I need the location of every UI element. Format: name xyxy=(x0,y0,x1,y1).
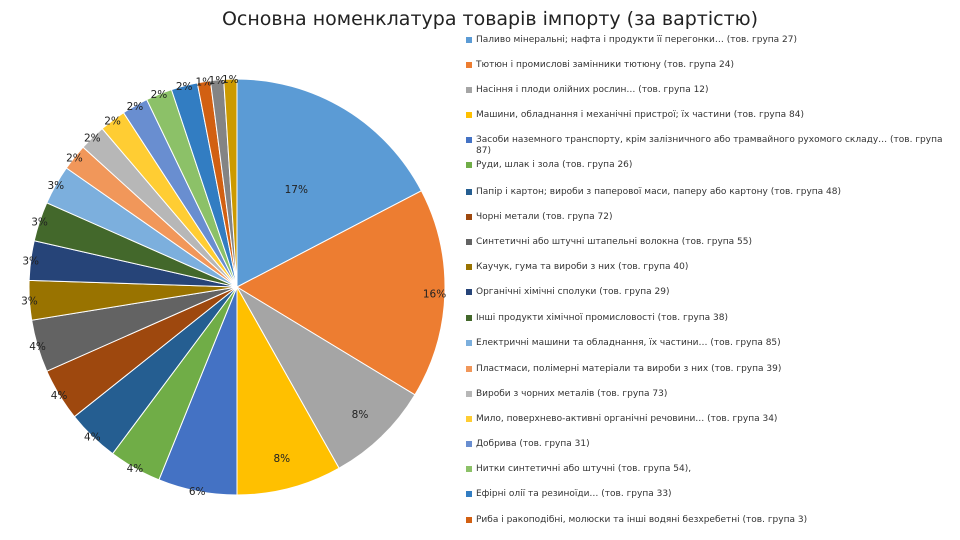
legend-item: Риба і ракоподібні, молюски та інші водя… xyxy=(466,515,952,526)
legend-swatch xyxy=(466,37,472,43)
slice-data-label: 2% xyxy=(127,101,144,113)
slice-data-label: 2% xyxy=(66,152,83,164)
legend-item: Засоби наземного транспорту, крім залізн… xyxy=(466,135,952,157)
legend-swatch xyxy=(466,189,472,195)
legend-label: Риба і ракоподібні, молюски та інші водя… xyxy=(476,515,808,525)
legend-label: Нитки синтетичні або штучні (тов. група … xyxy=(476,464,692,474)
slice-data-label: 3% xyxy=(22,255,39,267)
legend-swatch xyxy=(466,87,472,93)
legend-label: Тютюн і промислові замінники тютюну (тов… xyxy=(476,60,734,70)
legend-label: Засоби наземного транспорту, крім залізн… xyxy=(476,135,943,156)
slice-data-label: 2% xyxy=(151,89,168,101)
legend-swatch xyxy=(466,517,472,523)
slice-data-label: 2% xyxy=(104,115,121,127)
pie-slice xyxy=(223,78,238,288)
chart-title: Основна номенклатура товарів імпорту (за… xyxy=(221,8,759,30)
legend-label: Пластмаси, полімерні матеріали та вироби… xyxy=(476,364,782,374)
slice-data-label: 4% xyxy=(51,390,68,402)
legend-swatch xyxy=(466,391,472,397)
slice-data-label: 1% xyxy=(209,75,226,87)
legend-label: Чорні метали (тов. група 72) xyxy=(476,212,613,222)
slice-data-label: 2% xyxy=(176,81,193,93)
legend-swatch xyxy=(466,416,472,422)
slice-data-label: 8% xyxy=(352,409,369,421)
legend-label: Папір і картон; вироби з паперової маси,… xyxy=(476,187,842,197)
legend-item: Машини, обладнання і механічні пристрої;… xyxy=(466,110,952,121)
legend-item: Інші продукти хімічної промисловості (то… xyxy=(466,313,952,324)
chart-legend: Паливо мінеральні; нафта і продукти її п… xyxy=(466,0,956,540)
slice-data-label: 4% xyxy=(29,341,46,353)
slice-data-label: 4% xyxy=(84,431,101,443)
legend-label: Машини, обладнання і механічні пристрої;… xyxy=(476,110,804,120)
legend-item: Добрива (тов. група 31) xyxy=(466,439,952,450)
legend-swatch xyxy=(466,62,472,68)
pie-slice xyxy=(236,78,423,288)
slice-data-label: 6% xyxy=(189,486,206,498)
legend-swatch xyxy=(466,441,472,447)
legend-swatch xyxy=(466,340,472,346)
legend-swatch xyxy=(466,239,472,245)
legend-item: Каучук, гума та вироби з них (тов. група… xyxy=(466,262,952,273)
legend-swatch xyxy=(466,214,472,220)
legend-label: Насіння і плоди олійних рослин… (тов. гр… xyxy=(476,85,709,95)
legend-item: Органічні хімічні сполуки (тов. група 29… xyxy=(466,287,952,298)
legend-item: Нитки синтетичні або штучні (тов. група … xyxy=(466,464,952,475)
legend-swatch xyxy=(466,466,472,472)
legend-label: Електричні машини та обладнання, їх част… xyxy=(476,338,781,348)
legend-label: Інші продукти хімічної промисловості (то… xyxy=(476,313,728,323)
slice-data-label: 1% xyxy=(195,77,212,89)
slice-data-label: 3% xyxy=(21,295,38,307)
legend-swatch xyxy=(466,289,472,295)
slice-data-label: 3% xyxy=(47,180,64,192)
legend-swatch xyxy=(466,264,472,270)
legend-item: Насіння і плоди олійних рослин… (тов. гр… xyxy=(466,85,952,96)
legend-label: Паливо мінеральні; нафта і продукти її п… xyxy=(476,35,798,45)
slice-data-label: 3% xyxy=(31,217,48,229)
legend-swatch xyxy=(466,315,472,321)
legend-swatch xyxy=(466,137,472,143)
slice-data-label: 2% xyxy=(84,133,101,145)
legend-label: Каучук, гума та вироби з них (тов. група… xyxy=(476,262,689,272)
legend-item: Чорні метали (тов. група 72) xyxy=(466,212,952,223)
legend-item: Електричні машини та обладнання, їх част… xyxy=(466,338,952,349)
legend-label: Руди, шлак і зола (тов. група 26) xyxy=(476,160,633,170)
legend-item: Пластмаси, полімерні матеріали та вироби… xyxy=(466,364,952,375)
legend-item: Паливо мінеральні; нафта і продукти її п… xyxy=(466,35,952,46)
slice-data-label: 4% xyxy=(127,463,144,475)
legend-item: Вироби з чорних металів (тов. група 73) xyxy=(466,389,952,400)
legend-item: Ефірні олії та резиноїди… (тов. група 33… xyxy=(466,489,952,500)
legend-item: Папір і картон; вироби з паперової маси,… xyxy=(466,187,952,198)
legend-item: Руди, шлак і зола (тов. група 26) xyxy=(466,160,952,171)
legend-label: Мило, поверхнево-активні органічні речов… xyxy=(476,414,778,424)
legend-item: Тютюн і промислові замінники тютюну (тов… xyxy=(466,60,952,71)
legend-label: Добрива (тов. група 31) xyxy=(476,439,590,449)
legend-swatch xyxy=(466,366,472,372)
slice-data-label: 16% xyxy=(423,288,446,300)
legend-label: Органічні хімічні сполуки (тов. група 29… xyxy=(476,287,670,297)
legend-swatch xyxy=(466,112,472,118)
legend-swatch xyxy=(466,491,472,497)
pie-slice xyxy=(236,285,340,496)
slice-data-label: 8% xyxy=(273,453,290,465)
legend-label: Вироби з чорних металів (тов. група 73) xyxy=(476,389,668,399)
pie-slice xyxy=(235,285,416,469)
slice-data-label: 1% xyxy=(222,74,239,86)
legend-item: Мило, поверхнево-активні органічні речов… xyxy=(466,414,952,425)
legend-label: Ефірні олії та резиноїди… (тов. група 33… xyxy=(476,489,672,499)
legend-swatch xyxy=(466,162,472,168)
slice-data-label: 17% xyxy=(285,184,308,196)
pie-slice xyxy=(235,190,446,396)
legend-label: Синтетичні або штучні штапельні волокна … xyxy=(476,237,753,247)
legend-item: Синтетичні або штучні штапельні волокна … xyxy=(466,237,952,248)
